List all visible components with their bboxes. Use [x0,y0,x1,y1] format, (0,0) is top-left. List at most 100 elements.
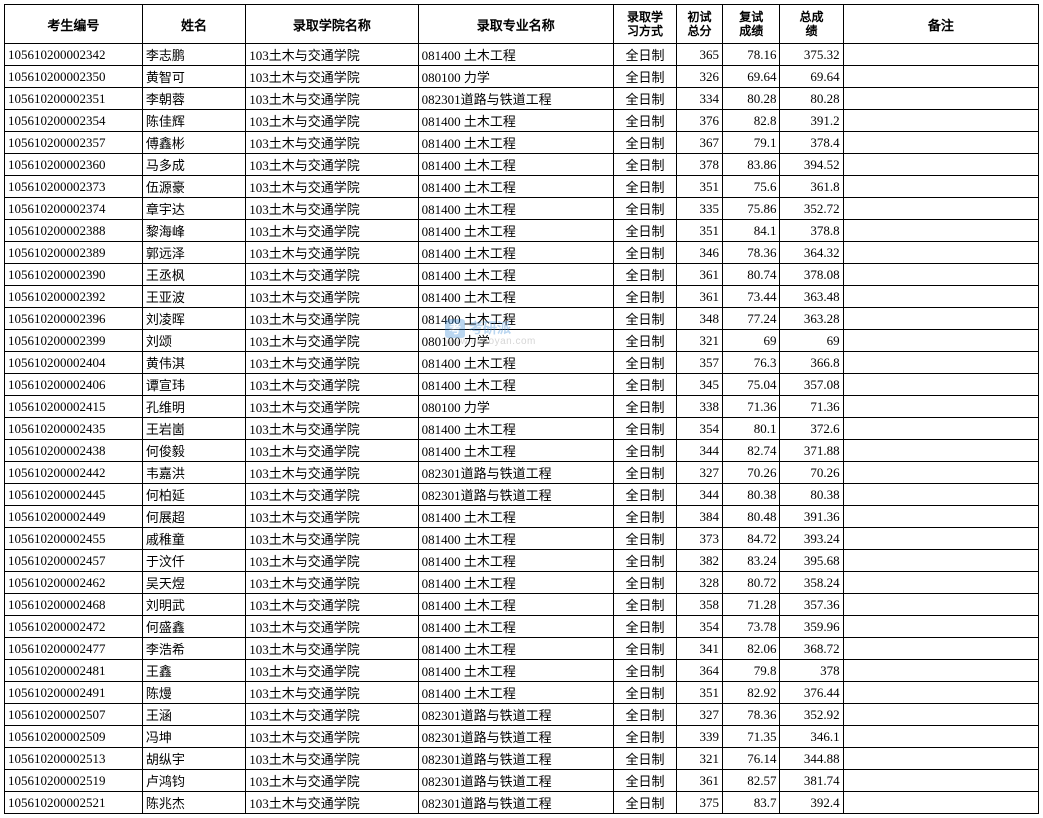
cell-mode: 全日制 [613,462,676,484]
cell-mode: 全日制 [613,396,676,418]
cell-major: 082301道路与铁道工程 [418,748,613,770]
cell-mode: 全日制 [613,154,676,176]
cell-name: 何俊毅 [142,440,245,462]
cell-retest: 75.04 [723,374,780,396]
table-row: 105610200002477李浩希103土木与交通学院081400 土木工程全… [5,638,1039,660]
cell-prelim: 321 [677,748,723,770]
cell-coll: 103土木与交通学院 [246,660,418,682]
cell-coll: 103土木与交通学院 [246,638,418,660]
table-row: 105610200002392王亚波103土木与交通学院081400 土木工程全… [5,286,1039,308]
cell-name: 章宇达 [142,198,245,220]
cell-total: 372.6 [780,418,843,440]
cell-prelim: 345 [677,374,723,396]
cell-prelim: 375 [677,792,723,814]
admissions-table: 考生编号姓名录取学院名称录取专业名称录取学习方式初试总分复试成绩总成绩备注 10… [4,4,1039,814]
cell-id: 105610200002438 [5,440,143,462]
cell-mode: 全日制 [613,594,676,616]
cell-coll: 103土木与交通学院 [246,132,418,154]
cell-name: 王涵 [142,704,245,726]
cell-mode: 全日制 [613,110,676,132]
cell-mode: 全日制 [613,638,676,660]
cell-prelim: 339 [677,726,723,748]
cell-id: 105610200002415 [5,396,143,418]
cell-coll: 103土木与交通学院 [246,704,418,726]
table-row: 105610200002513胡纵宇103土木与交通学院082301道路与铁道工… [5,748,1039,770]
cell-prelim: 367 [677,132,723,154]
cell-mode: 全日制 [613,704,676,726]
cell-note [843,176,1038,198]
column-header-mode: 录取学习方式 [613,5,676,44]
cell-major: 081400 土木工程 [418,264,613,286]
cell-retest: 69.64 [723,66,780,88]
cell-major: 081400 土木工程 [418,154,613,176]
table-row: 105610200002388黎海峰103土木与交通学院081400 土木工程全… [5,220,1039,242]
cell-name: 马多成 [142,154,245,176]
cell-prelim: 361 [677,286,723,308]
cell-major: 081400 土木工程 [418,44,613,66]
cell-note [843,220,1038,242]
table-row: 105610200002399刘颂103土木与交通学院080100 力学全日制3… [5,330,1039,352]
cell-retest: 71.35 [723,726,780,748]
cell-id: 105610200002388 [5,220,143,242]
cell-id: 105610200002507 [5,704,143,726]
cell-note [843,638,1038,660]
cell-total: 357.36 [780,594,843,616]
cell-coll: 103土木与交通学院 [246,154,418,176]
cell-id: 105610200002449 [5,506,143,528]
cell-total: 364.32 [780,242,843,264]
cell-total: 69 [780,330,843,352]
cell-coll: 103土木与交通学院 [246,286,418,308]
column-header-name: 姓名 [142,5,245,44]
cell-name: 王岩崮 [142,418,245,440]
cell-id: 105610200002392 [5,286,143,308]
cell-total: 352.92 [780,704,843,726]
cell-note [843,748,1038,770]
cell-total: 392.4 [780,792,843,814]
cell-total: 80.38 [780,484,843,506]
cell-note [843,528,1038,550]
cell-retest: 80.48 [723,506,780,528]
cell-mode: 全日制 [613,330,676,352]
cell-id: 105610200002519 [5,770,143,792]
cell-mode: 全日制 [613,242,676,264]
cell-retest: 76.14 [723,748,780,770]
cell-coll: 103土木与交通学院 [246,594,418,616]
cell-id: 105610200002445 [5,484,143,506]
cell-major: 082301道路与铁道工程 [418,484,613,506]
cell-note [843,154,1038,176]
table-row: 105610200002481王鑫103土木与交通学院081400 土木工程全日… [5,660,1039,682]
cell-note [843,352,1038,374]
cell-coll: 103土木与交通学院 [246,792,418,814]
cell-major: 080100 力学 [418,66,613,88]
column-header-prelim: 初试总分 [677,5,723,44]
cell-major: 082301道路与铁道工程 [418,792,613,814]
cell-prelim: 338 [677,396,723,418]
cell-retest: 82.57 [723,770,780,792]
cell-total: 346.1 [780,726,843,748]
column-header-total: 总成绩 [780,5,843,44]
cell-mode: 全日制 [613,352,676,374]
cell-prelim: 357 [677,352,723,374]
cell-coll: 103土木与交通学院 [246,572,418,594]
cell-total: 352.72 [780,198,843,220]
cell-note [843,726,1038,748]
cell-retest: 82.06 [723,638,780,660]
cell-note [843,198,1038,220]
cell-retest: 78.16 [723,44,780,66]
cell-prelim: 364 [677,660,723,682]
cell-coll: 103土木与交通学院 [246,110,418,132]
cell-id: 105610200002468 [5,594,143,616]
cell-coll: 103土木与交通学院 [246,682,418,704]
table-row: 105610200002396刘凌晖103土木与交通学院081400 土木工程全… [5,308,1039,330]
cell-prelim: 354 [677,418,723,440]
cell-retest: 84.72 [723,528,780,550]
cell-id: 105610200002509 [5,726,143,748]
cell-major: 081400 土木工程 [418,660,613,682]
cell-coll: 103土木与交通学院 [246,198,418,220]
cell-mode: 全日制 [613,220,676,242]
cell-total: 395.68 [780,550,843,572]
cell-mode: 全日制 [613,770,676,792]
cell-name: 陈熳 [142,682,245,704]
cell-name: 李朝蓉 [142,88,245,110]
table-row: 105610200002350黄智可103土木与交通学院080100 力学全日制… [5,66,1039,88]
